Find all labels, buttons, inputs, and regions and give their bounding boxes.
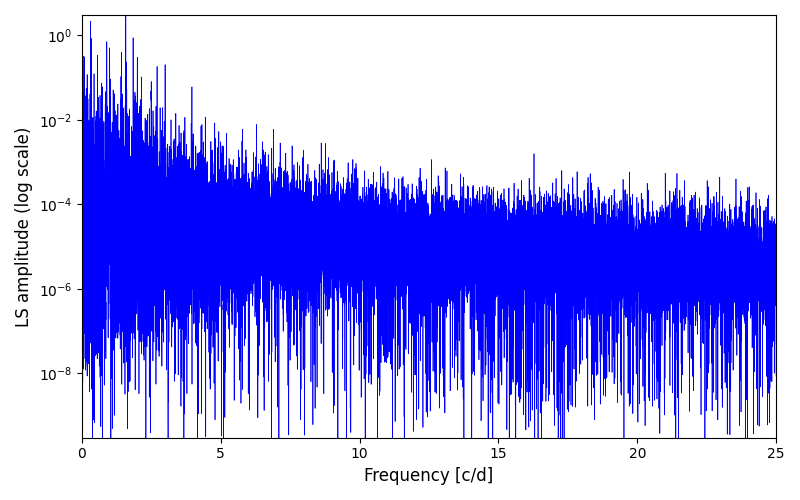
Y-axis label: LS amplitude (log scale): LS amplitude (log scale): [15, 126, 33, 326]
X-axis label: Frequency [c/d]: Frequency [c/d]: [364, 467, 494, 485]
